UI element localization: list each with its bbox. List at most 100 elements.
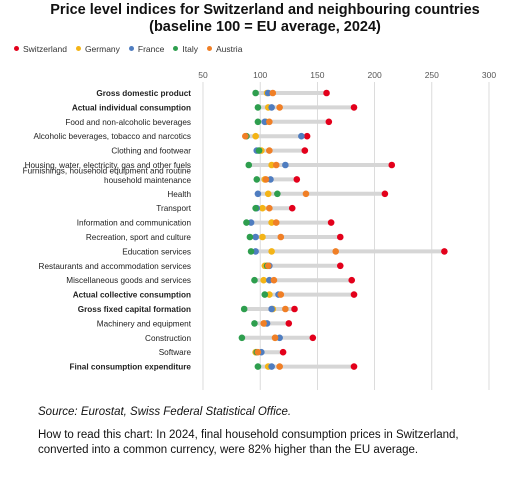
legend-label: Italy (182, 44, 198, 54)
chart-legend: Switzerland Germany France Italy Austria (14, 44, 251, 54)
source-note: Source: Eurostat, Swiss Federal Statisti… (38, 406, 292, 418)
data-point-france (264, 89, 272, 97)
data-point-italy (254, 363, 262, 370)
data-point-switzerland (303, 132, 311, 140)
category-label: Furnishings, household equipment and rou… (23, 166, 192, 175)
data-point-italy (238, 334, 246, 342)
data-point-germany (268, 248, 275, 255)
legend-dot-icon (173, 46, 179, 51)
category-label: Health (167, 190, 191, 199)
data-point-france (268, 363, 275, 370)
data-point-france (252, 233, 259, 241)
legend-label: Germany (84, 44, 120, 54)
data-point-austria (277, 233, 285, 241)
data-point-germany (259, 204, 266, 212)
data-point-austria (270, 276, 278, 284)
category-label: Alcoholic beverages, tobacco and narcoti… (34, 132, 191, 141)
data-point-italy (247, 248, 255, 255)
x-tick-labels: 50 100 150 200 250 300 (198, 70, 496, 80)
data-point-france (298, 132, 305, 140)
category-label: Actual collective consumption (73, 291, 191, 300)
data-point-austria (272, 219, 280, 226)
data-point-switzerland (293, 176, 301, 183)
category-label: Recreation, sport and culture (86, 233, 192, 242)
category-label: Food and non-alcoholic beverages (65, 118, 191, 127)
data-point-switzerland (350, 363, 358, 370)
data-point-italy (253, 176, 261, 183)
grid-layer (202, 82, 490, 390)
chart-title-line-1: Price level indices for Switzerland and … (50, 2, 480, 18)
data-point-austria (282, 305, 289, 313)
legend-label: Switzerland (23, 44, 67, 54)
data-point-italy (251, 276, 258, 284)
category-label: Machinery and equipment (97, 319, 192, 328)
data-point-italy (245, 161, 253, 169)
data-point-germany (266, 291, 273, 298)
category-label: Education services (122, 247, 191, 256)
category-label: Gross domestic product (96, 89, 191, 98)
data-point-austria (262, 176, 270, 183)
data-point-italy (243, 219, 250, 226)
data-point-austria (271, 334, 279, 342)
data-point-austria (269, 89, 277, 97)
legend-dot-icon (206, 46, 212, 51)
chart-plot: 50 100 150 200 250 300 Gross domestic product… (23, 70, 496, 390)
legend-item: Austria (206, 44, 243, 54)
data-point-france (267, 176, 274, 183)
category-label: Construction (145, 334, 191, 343)
legend-label: Austria (215, 44, 243, 54)
data-point-italy (254, 104, 262, 111)
data-point-austria (266, 118, 273, 126)
category-label: Information and communication (77, 219, 192, 228)
data-point-switzerland (381, 190, 389, 198)
data-point-austria (276, 363, 283, 370)
data-point-switzerland (350, 104, 358, 111)
data-point-austria (266, 204, 273, 212)
category-label: Restaurants and accommodation services (39, 262, 191, 271)
data-point-france (254, 190, 262, 198)
data-point-switzerland (285, 320, 293, 327)
reading-note: How to read this chart: In 2024, final h… (38, 429, 459, 456)
data-points (238, 89, 448, 370)
data-point-italy (274, 190, 281, 198)
legend-dot-icon (14, 46, 19, 51)
legend-item: Switzerland (14, 44, 67, 54)
data-point-switzerland (301, 147, 309, 154)
data-point-germany (268, 219, 275, 226)
data-point-austria (272, 161, 280, 169)
data-point-austria (264, 262, 272, 270)
chart-title-line-2: (baseline 100 = EU average, 2024) (149, 19, 381, 35)
data-point-switzerland (323, 89, 330, 97)
x-tick-label: 50 (198, 70, 208, 80)
category-label: Actual individual consumption (72, 103, 191, 112)
data-point-italy (240, 305, 248, 313)
data-point-france (266, 276, 273, 284)
data-point-austria (254, 348, 262, 356)
x-tick-label: 150 (310, 70, 324, 80)
data-point-austria (276, 104, 283, 111)
data-point-germany (252, 132, 259, 140)
x-tick-label: 300 (482, 70, 496, 80)
data-point-france (247, 219, 255, 226)
data-point-austria (302, 190, 310, 198)
data-point-italy (254, 118, 262, 126)
data-point-germany (264, 190, 272, 198)
data-point-switzerland (336, 233, 344, 241)
category-label: household maintenance (104, 176, 191, 185)
data-point-italy (246, 233, 254, 241)
data-point-switzerland (288, 204, 296, 212)
legend-item: Italy (173, 44, 198, 54)
data-point-switzerland (388, 161, 396, 169)
data-point-france (268, 305, 275, 313)
data-point-austria (332, 248, 340, 255)
legend-dot-icon (75, 46, 81, 51)
data-point-germany (259, 233, 266, 241)
x-tick-label: 100 (253, 70, 267, 80)
data-point-italy (255, 147, 263, 154)
category-label: Software (159, 348, 192, 357)
data-point-austria (260, 320, 267, 327)
data-point-switzerland (441, 248, 448, 255)
legend-label: France (137, 44, 165, 54)
data-point-switzerland (336, 262, 344, 270)
x-tick-label: 200 (368, 70, 382, 80)
